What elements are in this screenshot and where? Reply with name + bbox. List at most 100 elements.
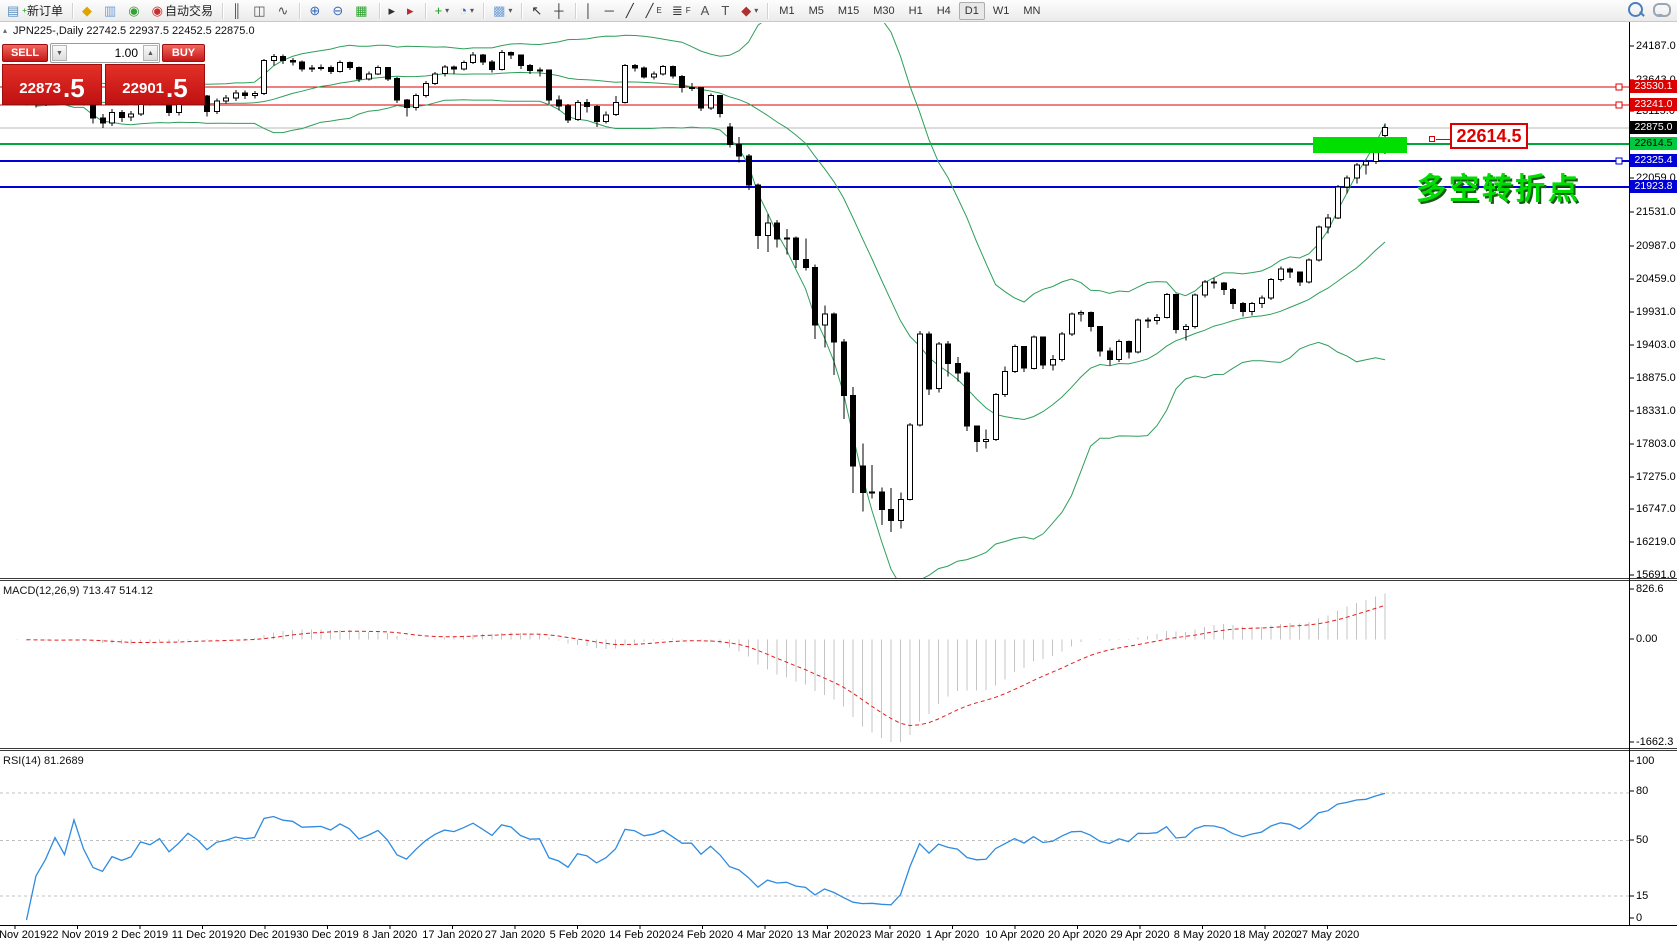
timeframe-button-m5[interactable]: M5 [808,4,824,17]
toolbar-separator [483,2,485,19]
vertical-line-button[interactable]: │ [581,1,599,21]
scroll-icon: ▸ [388,2,396,18]
sell-price-display[interactable]: 22873 .5 [2,64,102,105]
timeframe-button-h1[interactable]: H1 [908,4,923,17]
timeframe-button-h4[interactable]: H4 [936,4,951,17]
chart-template-button[interactable]: ▩ ▾ [489,1,516,21]
chart-title: JPN225-,Daily 22742.5 22937.5 22452.5 22… [13,25,255,37]
auto-scroll-button[interactable]: ▸ [385,1,402,21]
rsi-tick-label: 15 [1636,890,1649,902]
toolbar-separator [521,2,523,19]
price-tick-label: 19403.0 [1636,339,1676,351]
volume-increase-button[interactable]: ▲ [143,45,158,61]
bars-icon: ║ [231,2,242,18]
rsi-indicator-label: RSI(14) 81.2689 [3,755,84,767]
sell-button[interactable]: SELL [2,44,48,62]
price-tick-label: 20987.0 [1636,240,1676,252]
turning-point-annotation[interactable]: 多空转折点 [1416,173,1581,206]
arrows-button[interactable]: ◆ ▾ [737,1,762,21]
highlighter-button[interactable]: ◆ [78,1,98,21]
text-icon: A [700,2,710,18]
signals-button[interactable]: ◉ [124,1,145,21]
buy-button[interactable]: BUY [162,44,205,62]
clock-dd-sub-icon: ▾ [470,6,475,15]
level-price-label-22614.5: 22614.5 [1630,137,1677,150]
cursor-button[interactable]: ↖ [527,1,548,21]
date-label: 11 Dec 2019 [171,929,234,941]
equidistant-channel-button[interactable]: ╱ E [642,1,666,21]
date-label: 20 Dec 2019 [233,929,297,941]
zoom-out-icon: ⊖ [332,2,344,18]
price-tick-label: 18875.0 [1636,372,1676,384]
price-tick-label: 19931.0 [1636,306,1676,318]
trendline-button[interactable]: ╱ [622,1,640,21]
fibo-icon: ≣ [671,2,683,18]
line-chart-button[interactable]: ∿ [274,1,295,21]
date-label: 22 Nov 2019 [46,929,109,941]
chart-context-arrow[interactable]: ▴ [3,26,8,35]
highlight-rectangle[interactable] [1313,137,1407,153]
text-label-button[interactable]: T [717,1,735,21]
timeframe-button-w1[interactable]: W1 [992,4,1010,17]
toolbar-right-icons [1628,2,1671,17]
date-label: 14 Feb 2020 [609,929,671,941]
fibonacci-button[interactable]: ≣ F [668,1,695,21]
fibo-sub-icon: F [685,6,691,15]
level-price-label-22325.4: 22325.4 [1630,154,1677,167]
timeframe-button-m1[interactable]: M1 [779,4,795,17]
pane-separator-macd[interactable] [0,578,1677,581]
crosshair-button[interactable]: ┼ [550,1,569,21]
price-axis-border [1629,22,1630,925]
rsi-tick-label: 80 [1636,785,1649,797]
timeframe-button-mn[interactable]: MN [1023,4,1041,17]
price-callout[interactable]: 22614.5 [1450,123,1528,149]
trendline-icon: ╱ [625,2,634,18]
macd-tick-label: 826.6 [1636,583,1664,595]
volume-value[interactable]: 1.00 [114,46,138,60]
doc-plus-sub-icon: + [22,6,27,15]
candlestick-chart-button[interactable]: ◫ [249,1,271,21]
image-dd-sub-icon: ▾ [508,6,513,15]
zoom-in-button[interactable]: ⊕ [305,1,326,21]
chart-profiles-button[interactable]: ▥ [100,1,122,21]
date-label: 8 May 2020 [1173,929,1232,941]
signal-icon: ◉ [128,2,140,18]
date-label: 24 Feb 2020 [671,929,734,941]
search-icon[interactable] [1628,2,1643,17]
new-order-button-label: 新订单 [26,4,63,18]
pane-separator-rsi[interactable] [0,748,1677,751]
new-order-button[interactable]: ▤ + 新订单 [3,1,67,21]
volume-stepper[interactable]: ▼ 1.00 ▲ [50,43,160,63]
tile-windows-button[interactable]: ▦ [351,1,373,21]
chart-shift-button[interactable]: ▸ [403,1,420,21]
arrows-icon: ◆ [741,2,752,18]
price-tick-label: 24187.0 [1636,40,1676,52]
level-lines[interactable] [0,86,1629,188]
toolbar-separator [299,2,301,19]
autotrading-button[interactable]: ◉ 自动交易 [148,1,217,21]
timeframe-button-m15[interactable]: M15 [837,4,860,17]
date-label: 18 May 2020 [1233,929,1297,941]
clock-dd-icon: ◔ [459,2,468,18]
periods-dropdown-button[interactable]: ◔ ▾ [455,1,478,21]
price-tick-label: 15691.0 [1636,569,1676,581]
timeframe-button-m30[interactable]: M30 [873,4,895,17]
add-indicator-button[interactable]: + ▾ [431,1,454,21]
date-label: 17 Jan 2020 [422,929,483,941]
buy-price-display[interactable]: 22901 .5 [105,64,205,105]
price-tick-label: 17275.0 [1636,471,1676,483]
bar-chart-button[interactable]: ║ [228,1,247,21]
zoom-out-button[interactable]: ⊖ [328,1,349,21]
vline-icon: │ [584,2,593,18]
text-button[interactable]: A [697,1,716,21]
volume-decrease-button[interactable]: ▼ [52,45,67,61]
timeframe-button-d1[interactable]: D1 [958,1,985,20]
date-label: 2 Dec 2019 [111,929,169,941]
horizontal-line-button[interactable]: ─ [601,1,620,21]
chat-icon[interactable] [1653,2,1671,17]
price-callout-anchor[interactable] [1429,136,1435,142]
date-label: 29 Apr 2020 [1110,929,1170,941]
price-tick-label: 16219.0 [1636,536,1676,548]
price-tick-label: 16747.0 [1636,503,1676,515]
